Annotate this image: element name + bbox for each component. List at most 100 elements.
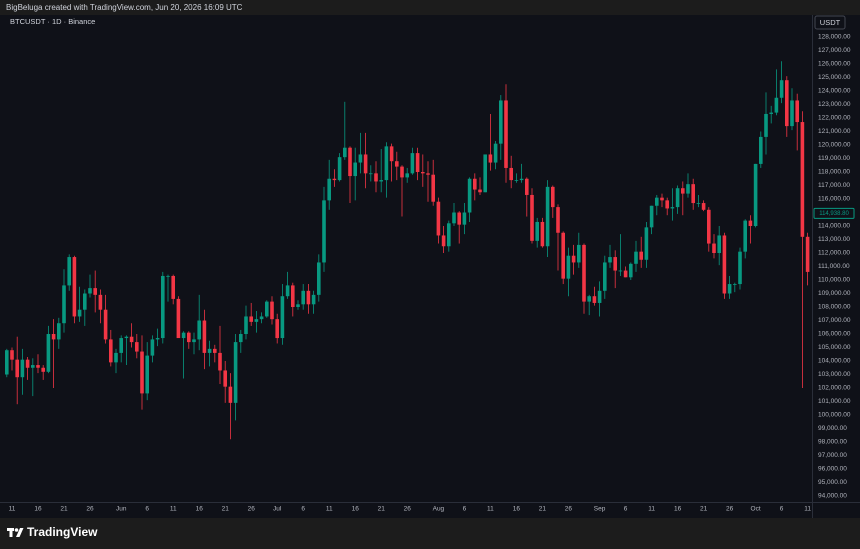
candle-body bbox=[504, 100, 508, 168]
y-tick-label: 99,000.00 bbox=[818, 425, 847, 432]
candle-body bbox=[405, 173, 409, 178]
candle-body bbox=[20, 359, 25, 378]
candle-body bbox=[774, 97, 779, 113]
candle-body bbox=[337, 157, 342, 181]
candle-body bbox=[722, 235, 727, 294]
candle-body bbox=[431, 174, 435, 202]
candle-body bbox=[764, 113, 768, 137]
candle-body bbox=[207, 348, 212, 353]
candle-body bbox=[327, 178, 331, 201]
candle-body bbox=[634, 251, 638, 264]
candle-body bbox=[540, 221, 545, 247]
x-tick-label: 16 bbox=[196, 506, 204, 513]
candle-body bbox=[62, 285, 66, 324]
candle-body bbox=[535, 221, 539, 241]
candle-body bbox=[629, 263, 633, 278]
candle-body bbox=[545, 186, 550, 247]
x-tick-label: Jun bbox=[116, 506, 127, 513]
y-tick-label: 98,000.00 bbox=[818, 439, 847, 446]
candle-body bbox=[707, 209, 711, 244]
x-tick-label: Oct bbox=[751, 506, 761, 513]
candle-body bbox=[441, 235, 446, 247]
candle-body bbox=[296, 304, 300, 308]
x-tick-label: 26 bbox=[565, 506, 573, 513]
candle-body bbox=[31, 365, 35, 368]
x-tick-label: 26 bbox=[86, 506, 94, 513]
logo-dot bbox=[14, 528, 19, 532]
x-tick-label: 11 bbox=[648, 506, 655, 513]
candle-body bbox=[239, 334, 243, 343]
candle-body bbox=[72, 257, 77, 317]
candle-body bbox=[77, 309, 82, 317]
candle-body bbox=[493, 143, 498, 163]
candle-body bbox=[353, 162, 357, 177]
candle-body bbox=[639, 251, 643, 260]
y-tick-label: 126,000.00 bbox=[818, 61, 851, 68]
y-tick-label: 125,000.00 bbox=[818, 74, 851, 81]
candle-body bbox=[244, 316, 248, 335]
candle-body bbox=[738, 251, 742, 285]
x-tick-label: 6 bbox=[780, 506, 784, 513]
x-tick-label: Sep bbox=[594, 506, 606, 513]
y-tick-label: 110,000.00 bbox=[818, 277, 850, 284]
candle-body bbox=[15, 359, 19, 378]
candle-body bbox=[800, 122, 805, 237]
logo-stem bbox=[9, 528, 13, 537]
y-tick-label: 108,000.00 bbox=[818, 304, 851, 311]
y-tick-label: 120,000.00 bbox=[818, 142, 851, 149]
header-text: BigBeluga created with TradingView.com, … bbox=[6, 3, 243, 12]
candle-body bbox=[332, 178, 337, 181]
y-tick-label: 117,000.00 bbox=[818, 182, 850, 189]
footer-bar bbox=[0, 518, 860, 549]
candle-body bbox=[124, 336, 129, 339]
x-tick-label: 16 bbox=[513, 506, 521, 513]
candle-body bbox=[608, 257, 612, 263]
candle-body bbox=[150, 339, 155, 356]
candle-body bbox=[686, 184, 690, 194]
candle-body bbox=[436, 201, 441, 236]
last-price-box bbox=[813, 207, 855, 219]
candle-body bbox=[649, 205, 654, 228]
y-tick-label: 106,000.00 bbox=[818, 331, 851, 338]
y-tick-label: 128,000.00 bbox=[818, 34, 851, 41]
candle-body bbox=[551, 186, 555, 208]
candle-body bbox=[805, 236, 810, 272]
candle-body bbox=[145, 355, 149, 394]
candle-body bbox=[285, 285, 290, 297]
logo-slash bbox=[16, 528, 24, 537]
y-tick-label: 111,000.00 bbox=[818, 263, 850, 270]
candle-body bbox=[93, 288, 97, 295]
candle-body bbox=[88, 288, 92, 294]
x-tick-label: 11 bbox=[326, 506, 333, 513]
candle-body bbox=[25, 359, 30, 368]
candle-body bbox=[103, 309, 108, 340]
y-tick-label: 127,000.00 bbox=[818, 47, 851, 54]
candle-body bbox=[67, 257, 71, 286]
candle-body bbox=[488, 154, 493, 163]
candle-body bbox=[46, 334, 51, 372]
candle-body bbox=[483, 154, 487, 193]
candle-body bbox=[530, 194, 534, 241]
candle-body bbox=[114, 352, 118, 363]
candle-body bbox=[561, 232, 565, 279]
y-tick-label: 97,000.00 bbox=[818, 452, 847, 459]
candle-body bbox=[785, 80, 789, 127]
candle-body bbox=[701, 203, 706, 210]
candle-body bbox=[400, 166, 404, 178]
candle-body bbox=[691, 184, 695, 204]
y-tick-label: 105,000.00 bbox=[818, 344, 851, 351]
candle-body bbox=[161, 275, 165, 339]
candle-body bbox=[582, 244, 586, 302]
x-tick-label: 16 bbox=[674, 506, 682, 513]
candle-body bbox=[135, 342, 139, 352]
candle-body bbox=[743, 220, 747, 252]
y-tick-label: 100,000.00 bbox=[818, 412, 851, 419]
y-tick-label: 124,000.00 bbox=[818, 88, 851, 95]
chart-pane bbox=[0, 15, 860, 518]
candle-body bbox=[597, 290, 602, 303]
chart-title: BTCUSDT · 1D · Binance bbox=[10, 17, 95, 26]
x-tick-label: 26 bbox=[248, 506, 256, 513]
brand-logo bbox=[7, 528, 24, 537]
x-tick-label: 26 bbox=[726, 506, 734, 513]
y-tick-label: 104,000.00 bbox=[818, 358, 851, 365]
